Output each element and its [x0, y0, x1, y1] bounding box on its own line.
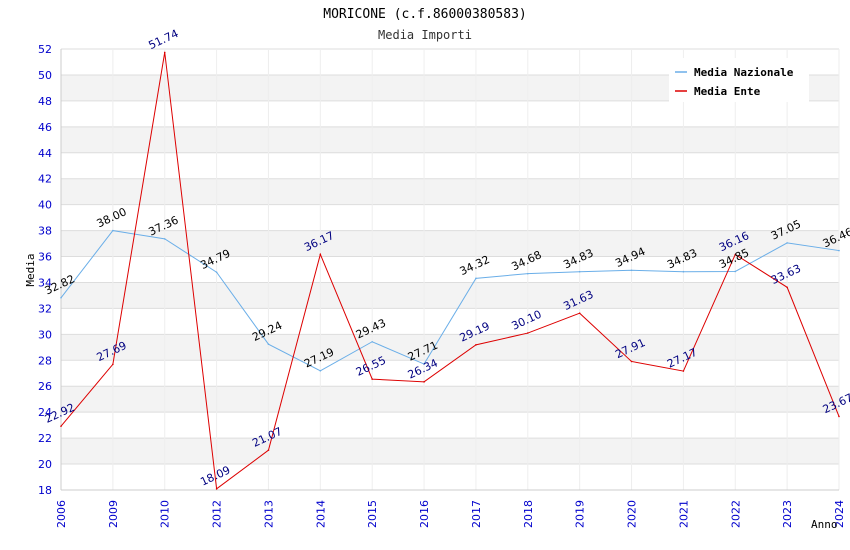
x-tick-label: 2022 [729, 500, 742, 528]
grid-band [61, 230, 839, 257]
grid-band [61, 126, 839, 153]
data-point [734, 270, 737, 273]
grid-band [61, 282, 839, 309]
grid-band [61, 360, 839, 387]
series-line-media-nazionale [60, 230, 840, 372]
legend: Media Nazionale Media Ente [669, 58, 809, 102]
legend-entry: Media Ente [694, 85, 761, 98]
data-point [786, 286, 788, 289]
y-tick-label: 20 [38, 458, 52, 471]
data-point [475, 277, 477, 280]
y-tick-label: 38 [38, 225, 52, 238]
x-tick-label: 2006 [55, 500, 68, 528]
data-point [319, 370, 322, 372]
x-tick-label: 2019 [574, 500, 587, 528]
data-point [163, 238, 166, 240]
x-tick-label: 2018 [522, 500, 535, 528]
x-tick-label: 2009 [107, 500, 120, 528]
chart-title: MORICONE (c.f.86000380583) [323, 7, 527, 22]
data-point [371, 340, 374, 343]
y-tick-label: 42 [38, 173, 52, 186]
data-point [578, 270, 581, 273]
y-tick-label: 36 [38, 251, 52, 264]
x-tick-label: 2024 [833, 500, 846, 528]
data-point [423, 381, 425, 383]
x-tick-label: 2014 [314, 500, 327, 528]
y-axis-ticks: 18 20 22 24 26 28 30 32 34 36 38 40 42 44 46 48 50 52 [38, 43, 52, 497]
grid-band [61, 386, 839, 413]
y-tick-label: 18 [38, 484, 52, 497]
y-tick-label: 28 [38, 354, 52, 367]
grid-band [61, 152, 839, 179]
x-tick-label: 2013 [262, 500, 275, 528]
y-tick-label: 30 [38, 328, 52, 341]
legend-entry: Media Nazionale [694, 66, 794, 79]
data-point [423, 363, 425, 365]
series-line-media-ente [60, 52, 840, 490]
y-tick-label: 48 [38, 95, 52, 108]
y-tick-label: 22 [38, 432, 52, 445]
y-tick-label: 24 [38, 406, 52, 419]
data-point [60, 425, 62, 427]
grid-band [61, 412, 839, 439]
x-tick-label: 2021 [677, 500, 690, 528]
y-tick-label: 44 [38, 147, 52, 160]
y-tick-label: 46 [38, 121, 52, 134]
data-point [215, 488, 218, 490]
data-point [163, 51, 166, 54]
data-point [319, 253, 322, 256]
x-axis-ticks: 2006 2009 2010 2012 2013 2014 2015 2016 2017 2018… [55, 500, 846, 528]
y-tick-label: 50 [38, 69, 52, 82]
y-tick-label: 32 [38, 302, 52, 315]
data-point [267, 343, 270, 346]
y-tick-label: 26 [38, 380, 52, 393]
data-point [838, 415, 840, 418]
x-tick-label: 2016 [418, 500, 431, 528]
chart-subtitle: Media Importi [378, 28, 472, 42]
data-point [267, 449, 270, 451]
y-axis-label: Media [24, 253, 37, 286]
data-point [112, 363, 114, 366]
data-point [630, 360, 633, 363]
data-point [578, 312, 581, 315]
legend-box [669, 58, 809, 102]
data-point [682, 270, 685, 273]
data-point [630, 269, 633, 272]
data-point [527, 272, 529, 275]
x-tick-label: 2015 [366, 500, 379, 528]
data-point [371, 378, 374, 380]
grid-band [61, 464, 839, 490]
y-tick-label: 34 [38, 276, 52, 289]
y-tick-label: 40 [38, 199, 52, 212]
x-tick-label: 2010 [159, 500, 172, 528]
data-point [112, 229, 114, 232]
data-label: 51.74 [147, 27, 181, 52]
grid-band [61, 204, 839, 231]
x-tick-label: 2020 [626, 500, 639, 528]
data-point [734, 253, 737, 256]
x-axis-label: Anno [811, 518, 838, 531]
data-point [786, 242, 788, 244]
grid-band [61, 438, 839, 465]
series-lines [60, 51, 840, 490]
y-tick-label: 52 [38, 43, 52, 56]
x-tick-label: 2023 [781, 500, 794, 528]
grid-band [61, 334, 839, 361]
data-point [475, 344, 477, 346]
data-point [838, 249, 840, 252]
data-point [527, 332, 529, 334]
grid-band [61, 100, 839, 127]
grid-band [61, 178, 839, 205]
x-tick-label: 2017 [470, 500, 483, 528]
data-point [60, 296, 62, 299]
data-point [215, 271, 218, 274]
x-tick-label: 2012 [211, 500, 224, 528]
data-point [682, 370, 685, 372]
